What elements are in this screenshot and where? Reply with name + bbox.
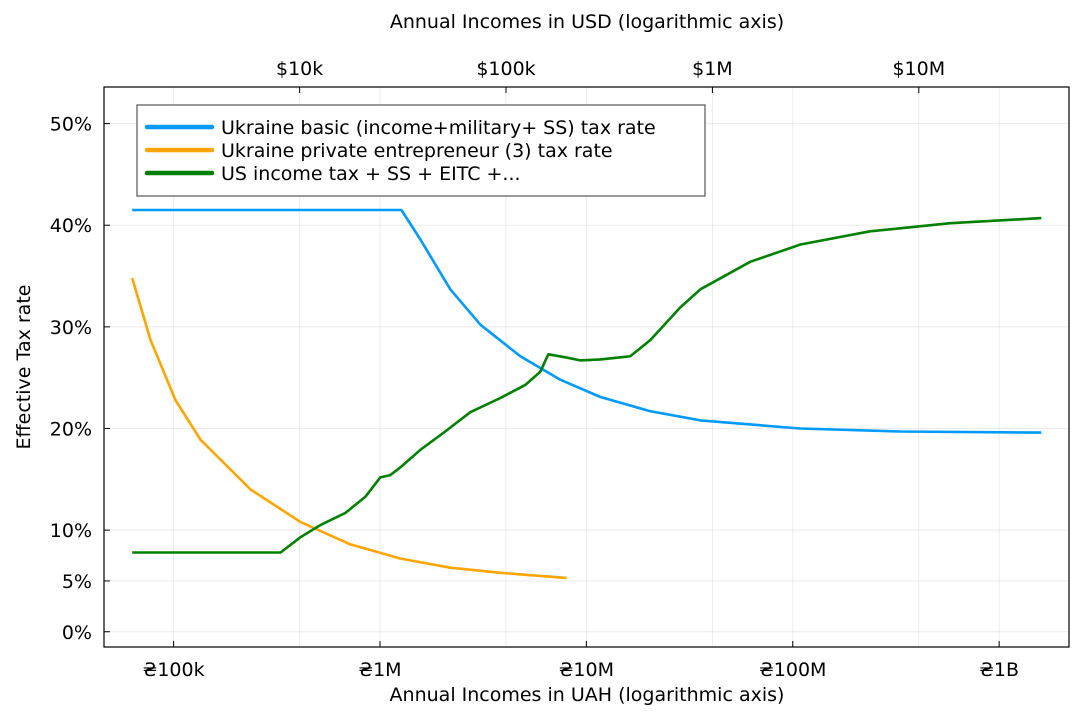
ticks: 0% 5% 10% 20% 30% 40% 50% ₴100k ₴1M ₴10M ₴100M ₴1B $… [50, 58, 1019, 681]
y-tick-label: 50% [50, 114, 92, 136]
series-line-3 [132, 216, 1042, 554]
x-axis-label: Annual Incomes in UAH (logarithmic axis) [390, 684, 785, 706]
legend-label-1: Ukraine basic (income+military+ SS) tax … [221, 117, 656, 139]
x2-tick-label: $10k [276, 58, 323, 80]
legend: Ukraine basic (income+military+ SS) tax … [136, 104, 706, 197]
x2-tick-label: $100k [476, 58, 535, 80]
series-line-1 [132, 208, 1042, 434]
x2-tick-label: $10M [892, 58, 945, 80]
x-tick-label: ₴100M [759, 659, 826, 681]
x-tick-label: ₴100k [143, 659, 205, 681]
x2-axis-label: Annual Incomes in USD (logarithmic axis) [390, 11, 784, 33]
series-lines [130, 208, 1042, 580]
legend-box [136, 104, 706, 197]
y-tick-label: 10% [50, 520, 92, 542]
grid [104, 87, 1069, 647]
y-axis-label: Effective Tax rate [13, 285, 35, 450]
y-tick-label: 5% [62, 571, 92, 593]
legend-label-3: US income tax + SS + EITC +... [221, 163, 521, 185]
y-tick-label: 0% [62, 622, 92, 644]
x-tick-label: ₴1B [979, 659, 1019, 681]
y-tick-label: 20% [50, 418, 92, 440]
y-tick-label: 30% [50, 317, 92, 339]
x-tick-label: ₴1M [358, 659, 401, 681]
legend-label-2: Ukraine private entrepreneur (3) tax rat… [221, 140, 613, 162]
y-tick-label: 40% [50, 215, 92, 237]
series-line-2 [130, 277, 567, 580]
x2-tick-label: $1M [692, 58, 733, 80]
x-tick-label: ₴10M [559, 659, 614, 681]
